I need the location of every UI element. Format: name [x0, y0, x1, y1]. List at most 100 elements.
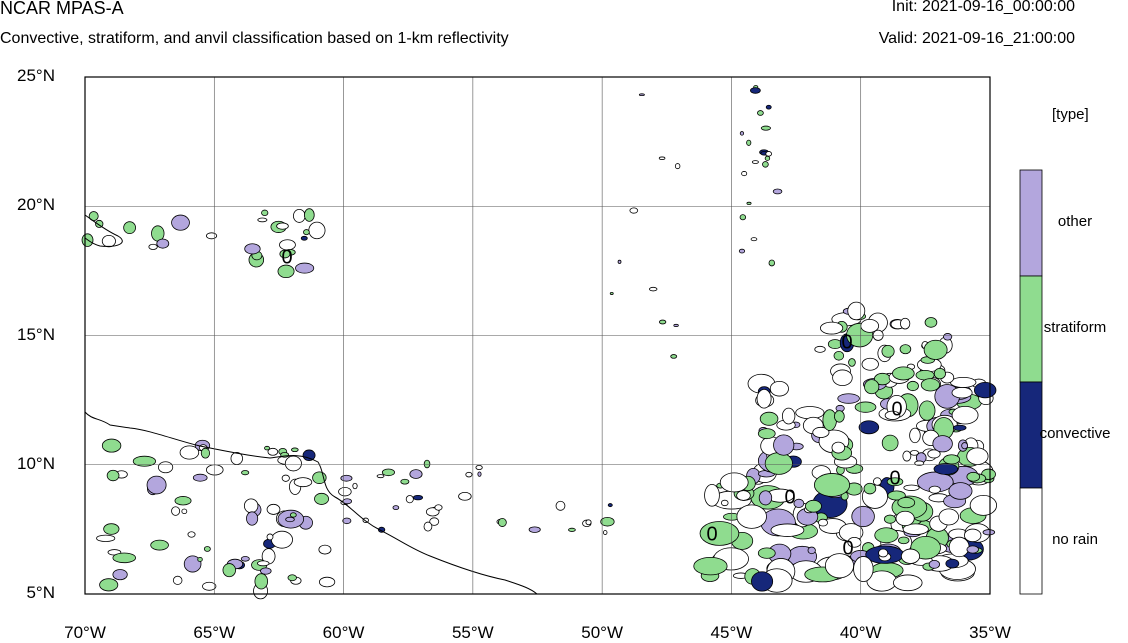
precip-cell: [264, 445, 271, 451]
precip-cell: [751, 160, 759, 164]
precip-cell: [764, 452, 793, 475]
precip-cell: [948, 482, 973, 500]
precip-cell: [851, 505, 875, 528]
precip-cell: [270, 530, 293, 549]
precip-cell: [423, 521, 433, 532]
precip-cell: [377, 526, 386, 533]
legend-label: no rain: [1052, 531, 1098, 548]
precip-cell: [897, 497, 916, 509]
precip-cell: [528, 526, 541, 533]
precip-cell: [900, 548, 921, 564]
precip-cell: [924, 317, 938, 328]
precip-cell: [781, 407, 796, 425]
precip-cell: [892, 366, 915, 381]
lon-tick-label: 40°W: [839, 623, 882, 642]
precip-cell: [739, 214, 747, 221]
precip-cell: [673, 323, 679, 327]
precip-cell: [172, 575, 183, 585]
precip-cell: [746, 139, 752, 146]
precip-cell: [938, 508, 959, 526]
legend-title: [type]: [1052, 106, 1089, 123]
precip-cell: [568, 527, 576, 532]
precip-cell: [895, 510, 915, 527]
valid-time: Valid: 2021-09-16_21:00:00: [878, 30, 1075, 47]
precip-cell: [187, 531, 196, 538]
precip-cell: [914, 460, 925, 466]
precip-cell: [795, 406, 825, 420]
precip-cell: [770, 523, 805, 537]
precip-cell: [837, 393, 860, 404]
precip-cell: [308, 221, 326, 240]
precip-cell: [295, 262, 315, 274]
precip-cell: [338, 487, 352, 497]
precip-cell: [303, 229, 310, 236]
precip-cell: [720, 499, 729, 507]
precip-cell: [764, 155, 771, 161]
precip-cell: [813, 473, 851, 497]
precip-cell: [961, 442, 968, 450]
precip-cell: [969, 494, 998, 516]
precip-cell: [96, 534, 116, 542]
precip-cell: [933, 367, 946, 380]
contour-label: 0: [889, 467, 900, 489]
legend-label: stratiform: [1043, 319, 1107, 336]
precip-cell: [183, 555, 202, 573]
precip-cell: [812, 426, 830, 438]
precip-cell: [757, 110, 764, 116]
precip-cell: [769, 380, 789, 397]
precip-cell: [892, 574, 923, 592]
precip-cell: [475, 464, 483, 471]
precip-cell: [412, 494, 424, 501]
lon-tick-label: 70°W: [64, 623, 106, 642]
precip-cell: [758, 490, 773, 506]
precip-cell: [659, 319, 667, 325]
precip-cell: [858, 420, 880, 435]
precip-cell: [171, 214, 190, 231]
coastline-north: [84, 214, 123, 247]
precip-cell: [658, 156, 666, 160]
precip-cell: [342, 517, 352, 525]
precip-cell: [629, 207, 639, 214]
precip-cell: [174, 496, 192, 506]
precip-cell: [833, 350, 845, 361]
precip-cell: [832, 369, 853, 387]
precip-cell: [847, 301, 866, 321]
precip-cell: [400, 478, 410, 485]
precip-cell: [864, 379, 880, 395]
lon-tick-label: 55°W: [451, 623, 494, 642]
precip-cell: [741, 171, 748, 177]
precip-cell: [943, 454, 961, 465]
precip-cell: [759, 411, 779, 426]
precip-cell: [112, 569, 128, 581]
precip-cell: [805, 499, 822, 513]
precip-cell: [899, 344, 912, 355]
precip-cell: [607, 503, 613, 508]
precip-cell: [950, 376, 977, 388]
precip-cell: [966, 447, 989, 465]
precip-cell: [99, 578, 119, 592]
precip-cell: [181, 508, 188, 514]
precip-cell: [814, 345, 826, 353]
precip-cell: [318, 544, 332, 555]
contour-label: 0: [281, 246, 292, 268]
precip-cell: [150, 539, 169, 551]
precip-cell: [909, 427, 921, 444]
contour-label: 0: [891, 398, 902, 420]
precip-cell: [827, 339, 843, 350]
precip-cell: [750, 237, 758, 242]
precip-cell: [872, 477, 882, 486]
precip-cell: [267, 447, 279, 456]
precip-cell: [555, 500, 566, 511]
precip-cell: [123, 221, 136, 235]
precip-cell: [284, 455, 302, 472]
precip-cell: [951, 405, 979, 425]
coastline: [84, 411, 538, 595]
precip-cell: [881, 434, 899, 452]
precip-cell: [200, 447, 211, 459]
precip-cell: [287, 574, 297, 582]
precip-cell: [751, 571, 774, 592]
precip-cell: [818, 518, 829, 527]
contour-label: 0: [706, 523, 717, 545]
precip-cell: [951, 386, 973, 399]
